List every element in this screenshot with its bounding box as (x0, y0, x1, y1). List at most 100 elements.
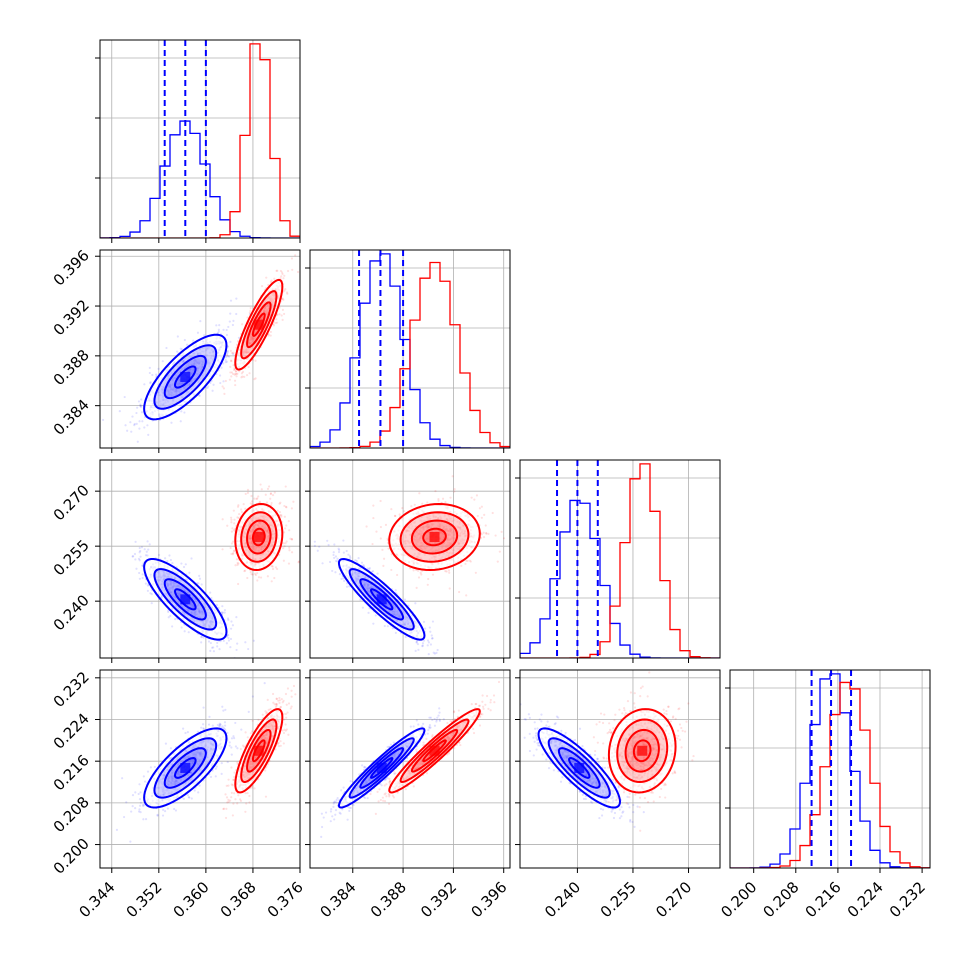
scatter-point (228, 320, 231, 323)
scatter-point (245, 374, 249, 377)
scatter-point (274, 321, 277, 325)
scatter-point (280, 314, 283, 317)
scatter-point (212, 650, 216, 653)
scatter-point (226, 352, 229, 355)
scatter-point (246, 316, 249, 319)
panel-frame (99, 249, 301, 449)
scatter-point (146, 554, 149, 557)
scatter-point (149, 381, 152, 384)
scatter-point (167, 616, 170, 619)
scatter-point (254, 377, 257, 380)
scatter-point (212, 383, 215, 386)
scatter-point (139, 405, 143, 408)
scatter-point (237, 562, 240, 565)
scatter-point (124, 424, 127, 427)
scatter-point (257, 495, 260, 498)
scatter-point (236, 642, 239, 645)
scatter-point (333, 556, 336, 560)
scatter-point (336, 557, 339, 560)
scatter-point (269, 280, 272, 284)
scatter-point (285, 506, 288, 509)
scatter-point (224, 379, 227, 383)
scatter-point (179, 420, 182, 423)
scatter-point (133, 424, 136, 427)
scatter-point (422, 639, 426, 642)
scatter-point (281, 308, 285, 311)
scatter-point (241, 323, 244, 326)
scatter-point (220, 366, 223, 369)
scatter-point (473, 498, 476, 501)
scatter-point (171, 562, 174, 565)
scatter-point (216, 645, 219, 648)
scatter-point (226, 617, 230, 620)
scatter-point (230, 530, 234, 533)
scatter-point (285, 505, 288, 508)
scatter-point (403, 598, 407, 601)
scatter-point (240, 508, 243, 511)
panel-frame (99, 459, 301, 659)
scatter-point (230, 359, 233, 363)
scatter-point (229, 349, 232, 352)
scatter-point (145, 550, 148, 553)
scatter-point (231, 351, 234, 355)
scatter-point (282, 298, 285, 301)
scatter-point (470, 496, 473, 499)
scatter-point (283, 312, 286, 316)
scatter-point (342, 551, 345, 554)
scatter-point (237, 336, 241, 339)
scatter-point (433, 652, 436, 655)
scatter-point (198, 394, 201, 398)
density-peak (253, 532, 264, 542)
histogram-series-red (100, 43, 300, 238)
scatter-point (348, 555, 352, 558)
scatter-point (180, 626, 183, 629)
scatter-point (249, 502, 252, 505)
scatter-point (427, 577, 430, 581)
scatter-point (430, 634, 433, 637)
scatter-point (182, 565, 186, 569)
scatter-point (218, 648, 221, 651)
scatter-point (232, 351, 235, 354)
scatter-point (422, 620, 426, 623)
scatter-point (460, 564, 463, 567)
scatter-point (276, 313, 279, 317)
scatter-point (197, 582, 200, 585)
scatter-point (345, 585, 349, 588)
scatter-point (281, 297, 284, 301)
scatter-point (435, 651, 438, 654)
scatter-point (166, 560, 169, 563)
scatter-point (235, 558, 239, 561)
scatter-point (283, 545, 286, 548)
scatter-point (236, 505, 240, 508)
scatter-point (221, 548, 224, 551)
scatter-point (294, 254, 297, 257)
scatter-point (232, 550, 236, 553)
scatter-point (224, 358, 227, 362)
scatter-point (367, 611, 370, 614)
scatter-point (225, 642, 228, 645)
scatter-point (288, 529, 291, 532)
scatter-point (421, 645, 424, 648)
scatter-point (332, 551, 335, 554)
scatter-point (148, 366, 151, 370)
scatter-point (285, 291, 289, 294)
scatter-point (232, 368, 236, 372)
scatter-point (288, 546, 291, 549)
scatter-point (227, 325, 230, 329)
scatter-point (484, 524, 487, 527)
scatter-point (140, 411, 144, 414)
scatter-point (284, 485, 287, 488)
scatter-point (137, 557, 141, 560)
scatter-point (334, 571, 337, 574)
scatter-point (238, 370, 241, 373)
scatter-point (223, 609, 227, 612)
scatter-point (229, 365, 232, 368)
scatter-point (231, 540, 235, 543)
scatter-point (134, 540, 137, 543)
scatter-point (240, 372, 244, 375)
scatter-point (226, 524, 229, 527)
scatter-point (241, 375, 244, 378)
scatter-point (278, 511, 282, 514)
scatter-point (215, 603, 218, 607)
scatter-point (428, 626, 431, 629)
